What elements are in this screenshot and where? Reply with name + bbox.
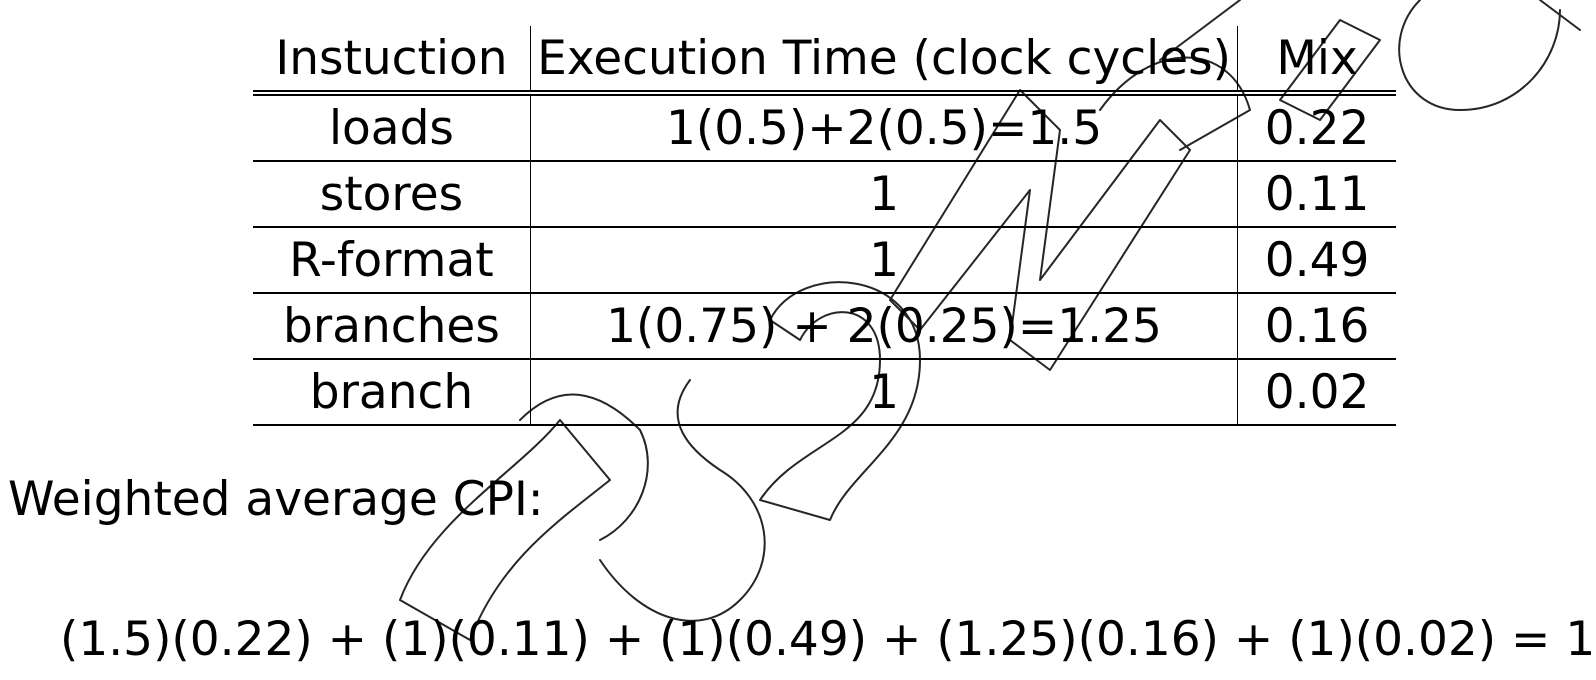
cpi-formula: (1.5)(0.22) + (1)(0.11) + (1)(0.49) + (1… [60,612,1596,667]
header-mix: Mix [1276,30,1358,86]
cell-mix: 0.02 [1237,359,1396,426]
instruction-cpi-table: Instuction Execution Time (clock cycles)… [253,26,1396,426]
cell-mix: 0.22 [1237,93,1396,162]
cell-execution-time: 1 [529,161,1239,228]
table-header-row: Instuction Execution Time (clock cycles)… [253,26,1396,93]
cell-instruction: loads [253,93,531,162]
cell-instruction: R-format [253,227,531,294]
cell-instruction: branch [253,359,531,426]
table-row: stores 1 0.11 [253,161,1396,228]
cell-mix: 0.49 [1237,227,1396,294]
cell-execution-time: 1(0.75) + 2(0.25)=1.25 [529,293,1239,360]
table-row: branch 1 0.02 [253,359,1396,426]
cell-mix: 0.11 [1237,161,1396,228]
table-row: branches 1(0.75) + 2(0.25)=1.25 0.16 [253,293,1396,360]
table-row: loads 1(0.5)+2(0.5)=1.5 0.22 [253,93,1396,162]
table-row: R-format 1 0.49 [253,227,1396,294]
cell-execution-time: 1(0.5)+2(0.5)=1.5 [529,93,1239,162]
cell-instruction: stores [253,161,531,228]
header-instruction: Instuction [275,30,508,86]
cell-execution-time: 1 [529,227,1239,294]
cell-instruction: branches [253,293,531,360]
weighted-average-cpi-label: Weighted average CPI: [8,472,544,527]
cell-execution-time: 1 [529,359,1239,426]
header-execution-time: Execution Time (clock cycles) [529,26,1239,93]
cell-mix: 0.16 [1237,293,1396,360]
